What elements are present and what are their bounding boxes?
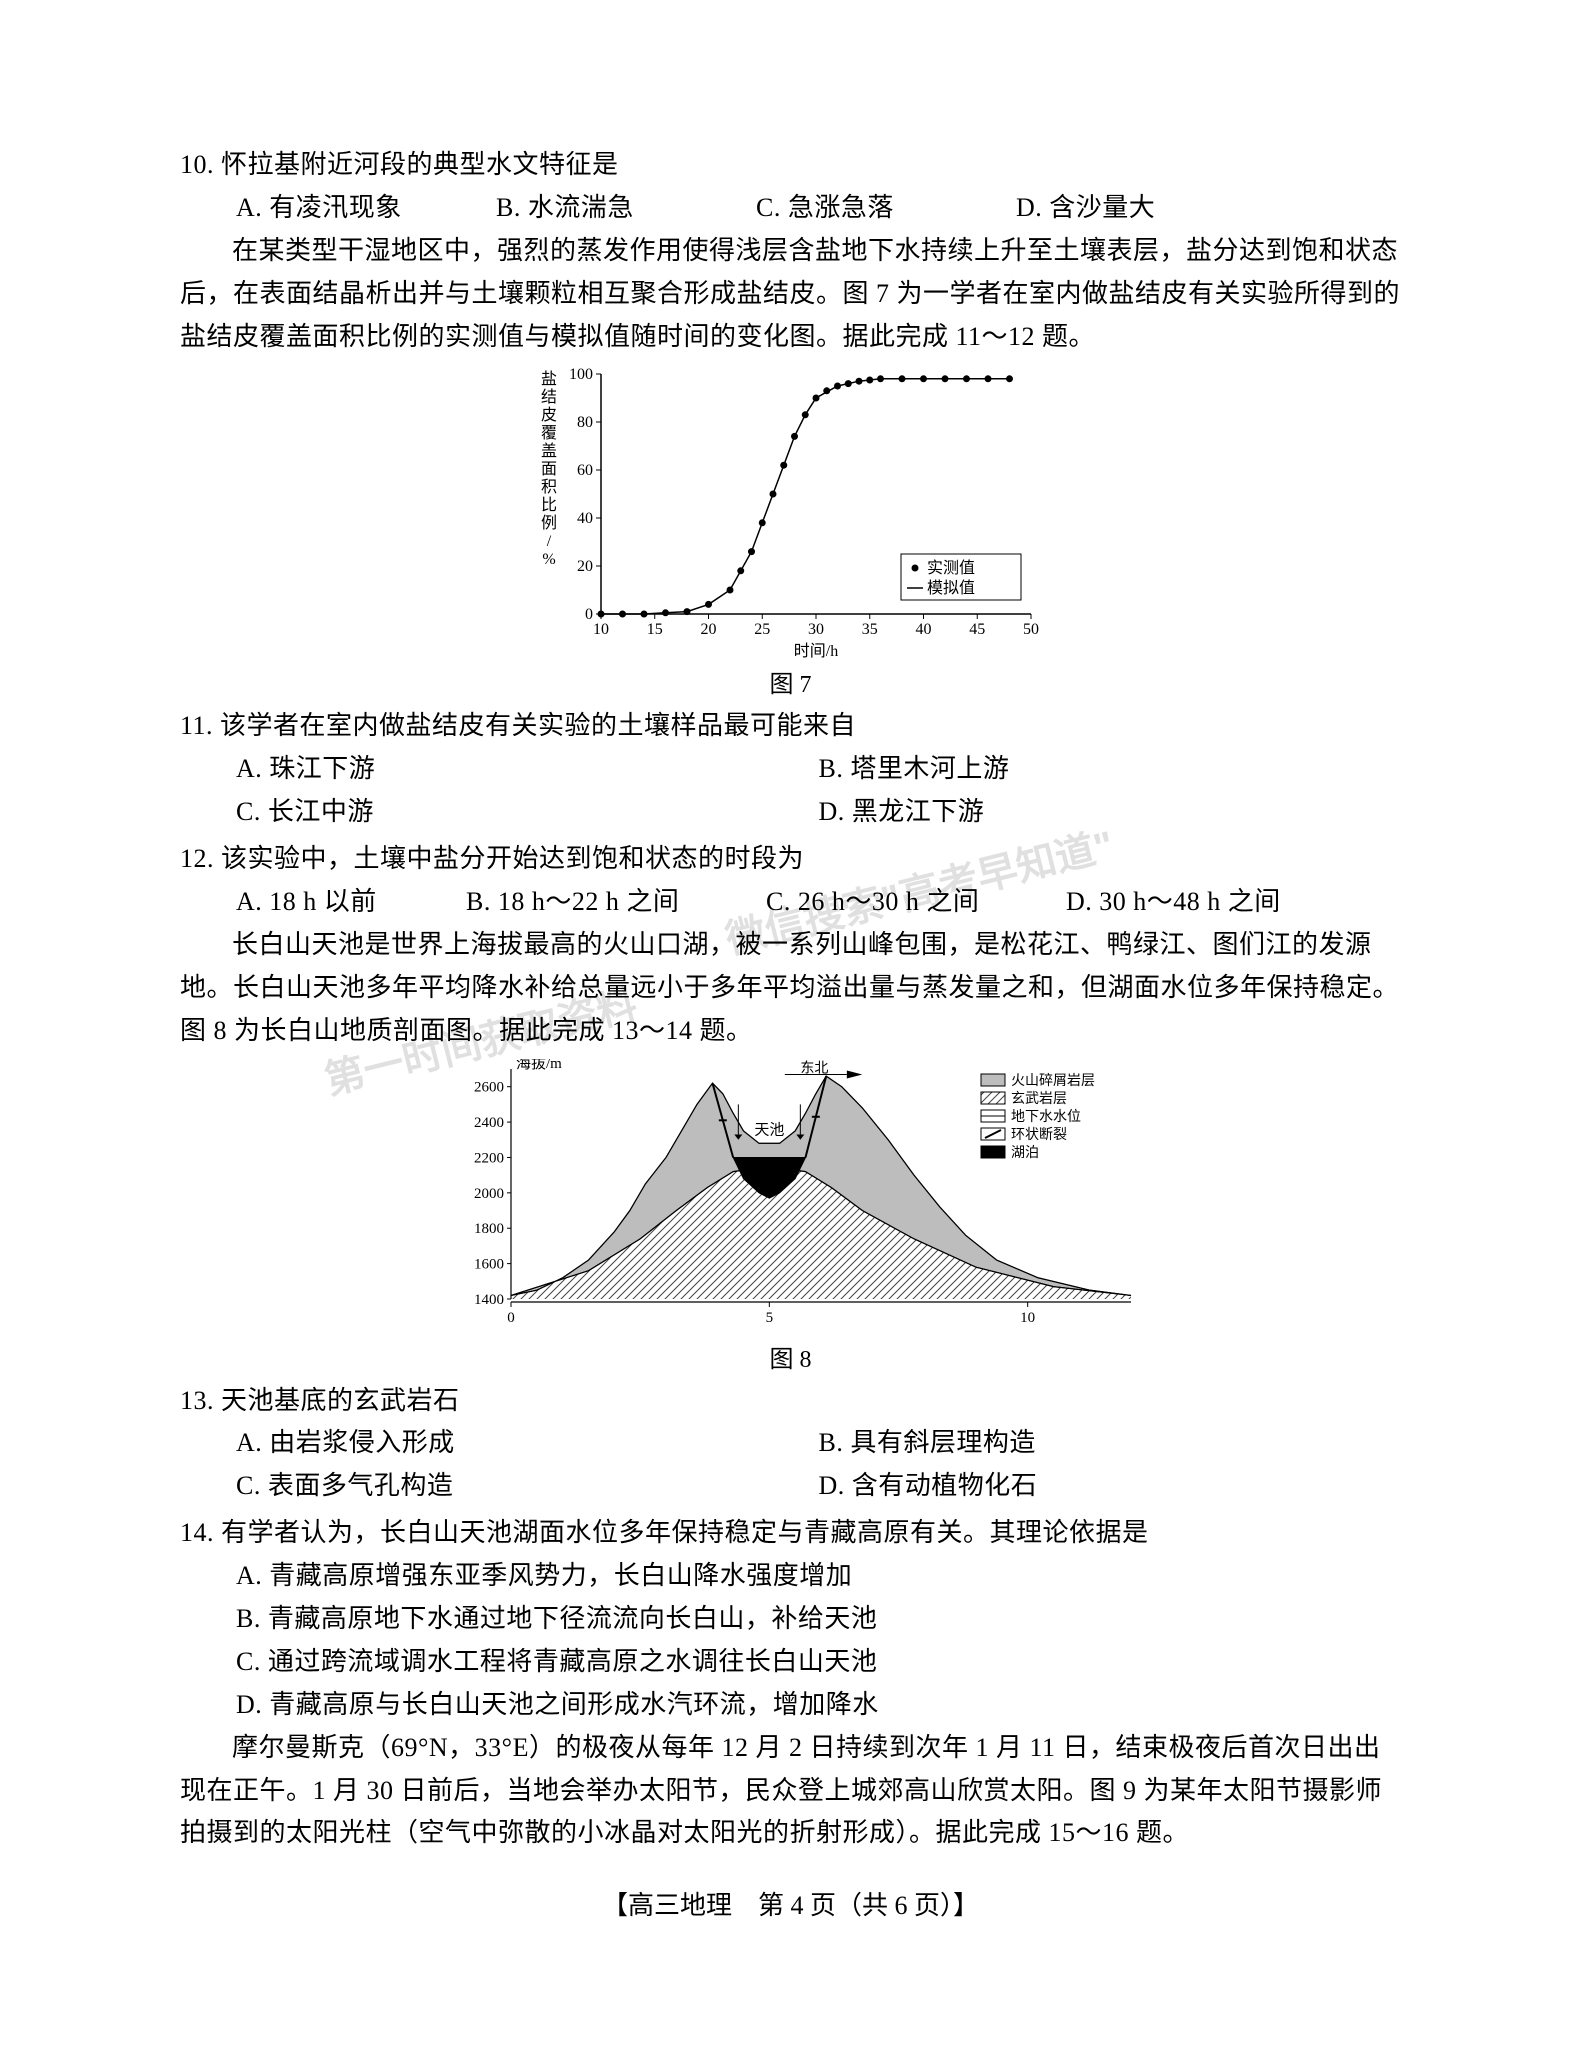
- svg-text:2200: 2200: [474, 1150, 504, 1166]
- svg-text:5: 5: [765, 1310, 773, 1326]
- q13-stem: 13. 天池基底的玄武岩石: [180, 1380, 1401, 1423]
- q13-options: A. 由岩浆侵入形成 B. 具有斜层理构造 C. 表面多气孔构造 D. 含有动植…: [236, 1422, 1401, 1508]
- svg-text:2400: 2400: [474, 1115, 504, 1131]
- q11-optC: C. 长江中游: [236, 791, 819, 834]
- chart7-caption: 图 7: [180, 664, 1401, 699]
- q11-optB: B. 塔里木河上游: [819, 748, 1402, 791]
- svg-text:结: 结: [540, 388, 556, 406]
- svg-text:60: 60: [577, 462, 593, 479]
- q12-stem: 12. 该实验中，土壤中盐分开始达到饱和状态的时段为: [180, 838, 1401, 881]
- chart7-container: 10 15 20 25 30 35 40 45 50 0 20 40 60 80 100 时间/h 盐结皮覆盖面…: [180, 364, 1401, 664]
- svg-text:20: 20: [577, 558, 593, 575]
- q10-stem: 10. 怀拉基附近河段的典型水文特征是: [180, 144, 1401, 187]
- q13-optD: D. 含有动植物化石: [819, 1465, 1402, 1508]
- chart8: 1400160018002000220024002600海拔/m0510水平距离…: [441, 1059, 1141, 1339]
- svg-text:10: 10: [593, 621, 609, 638]
- svg-text:30: 30: [808, 621, 824, 638]
- svg-text:比: 比: [540, 496, 556, 514]
- q11-options: A. 珠江下游 B. 塔里木河上游 C. 长江中游 D. 黑龙江下游: [236, 748, 1401, 834]
- q12-optC: C. 26 h～30 h 之间: [766, 881, 1066, 924]
- q11-optD: D. 黑龙江下游: [819, 791, 1402, 834]
- svg-text:80: 80: [577, 414, 593, 431]
- page-footer: 【高三地理 第 4 页（共 6 页）】: [180, 1885, 1401, 1922]
- passage1: 在某类型干湿地区中，强烈的蒸发作用使得浅层含盐地下水持续上升至土壤表层，盐分达到…: [180, 230, 1401, 359]
- q14-optB: B. 青藏高原地下水通过地下径流流向长白山，补给天池: [236, 1598, 1401, 1641]
- svg-text:实测值: 实测值: [927, 559, 975, 577]
- chart7: 10 15 20 25 30 35 40 45 50 0 20 40 60 80 100 时间/h 盐结皮覆盖面…: [531, 364, 1051, 664]
- svg-text:1600: 1600: [474, 1256, 504, 1272]
- q12-options: A. 18 h 以前 B. 18 h～22 h 之间 C. 26 h～30 h …: [236, 881, 1401, 924]
- svg-text:15: 15: [646, 621, 662, 638]
- svg-text:10: 10: [1020, 1310, 1035, 1326]
- svg-text:例: 例: [540, 514, 556, 532]
- svg-text:%: %: [542, 551, 555, 568]
- q10-optC: C. 急涨急落: [756, 187, 1016, 230]
- svg-text:湖泊: 湖泊: [1011, 1145, 1039, 1161]
- q12-optD: D. 30 h～48 h 之间: [1066, 881, 1346, 924]
- svg-text:覆: 覆: [540, 425, 556, 442]
- q14-optC: C. 通过跨流域调水工程将青藏高原之水调往长白山天池: [236, 1641, 1401, 1684]
- svg-text:盐: 盐: [540, 370, 556, 388]
- q12-optB: B. 18 h～22 h 之间: [466, 881, 766, 924]
- svg-text:0: 0: [585, 606, 593, 623]
- svg-text:1800: 1800: [474, 1221, 504, 1237]
- svg-text:2000: 2000: [474, 1185, 504, 1201]
- svg-text:25: 25: [754, 621, 770, 638]
- passage3: 摩尔曼斯克（69°N，33°E）的极夜从每年 12 月 2 日持续到次年 1 月…: [180, 1727, 1401, 1856]
- svg-text:/: /: [546, 533, 551, 550]
- svg-text:火山碎屑岩层: 火山碎屑岩层: [1011, 1073, 1095, 1089]
- svg-text:积: 积: [540, 478, 556, 496]
- q14-stem: 14. 有学者认为，长白山天池湖面水位多年保持稳定与青藏高原有关。其理论依据是: [180, 1512, 1401, 1555]
- svg-text:海拔/m: 海拔/m: [516, 1059, 562, 1072]
- exam-page: 10. 怀拉基附近河段的典型水文特征是 A. 有凌汛现象 B. 水流湍急 C. …: [0, 0, 1581, 2072]
- q14-options: A. 青藏高原增强东亚季风势力，长白山降水强度增加 B. 青藏高原地下水通过地下…: [236, 1555, 1401, 1727]
- svg-text:1400: 1400: [474, 1292, 504, 1308]
- svg-text:35: 35: [861, 621, 877, 638]
- q10-optB: B. 水流湍急: [496, 187, 756, 230]
- q11-stem: 11. 该学者在室内做盐结皮有关实验的土壤样品最可能来自: [180, 705, 1401, 748]
- q13-optC: C. 表面多气孔构造: [236, 1465, 819, 1508]
- svg-text:0: 0: [507, 1310, 515, 1326]
- q12-optA: A. 18 h 以前: [236, 881, 466, 924]
- q10-optA: A. 有凌汛现象: [236, 187, 496, 230]
- q10-optD: D. 含沙量大: [1016, 187, 1276, 230]
- svg-text:天池: 天池: [754, 1121, 784, 1138]
- q14-optA: A. 青藏高原增强东亚季风势力，长白山降水强度增加: [236, 1555, 1401, 1598]
- svg-text:50: 50: [1023, 621, 1039, 638]
- svg-text:时间/h: 时间/h: [793, 642, 837, 660]
- svg-text:45: 45: [969, 621, 985, 638]
- q11-optA: A. 珠江下游: [236, 748, 819, 791]
- svg-text:40: 40: [577, 510, 593, 527]
- svg-text:模拟值: 模拟值: [927, 579, 975, 597]
- svg-text:100: 100: [569, 366, 593, 383]
- q13-optA: A. 由岩浆侵入形成: [236, 1422, 819, 1465]
- q13-optB: B. 具有斜层理构造: [819, 1422, 1402, 1465]
- svg-text:40: 40: [915, 621, 931, 638]
- svg-text:2600: 2600: [474, 1079, 504, 1095]
- q10-options: A. 有凌汛现象 B. 水流湍急 C. 急涨急落 D. 含沙量大: [236, 187, 1401, 230]
- svg-text:地下水水位: 地下水水位: [1011, 1109, 1081, 1125]
- chart8-caption: 图 8: [180, 1339, 1401, 1374]
- svg-text:皮: 皮: [540, 406, 556, 424]
- svg-text:环状断裂: 环状断裂: [1011, 1127, 1067, 1143]
- q14-optD: D. 青藏高原与长白山天池之间形成水汽环流，增加降水: [236, 1684, 1401, 1727]
- svg-text:盖: 盖: [540, 442, 556, 460]
- svg-text:20: 20: [700, 621, 716, 638]
- svg-text:面: 面: [540, 461, 556, 478]
- chart8-container: 1400160018002000220024002600海拔/m0510水平距离…: [180, 1059, 1401, 1339]
- passage2: 长白山天池是世界上海拔最高的火山口湖，被一系列山峰包围，是松花江、鸭绿江、图们江…: [180, 924, 1401, 1053]
- svg-text:玄武岩层: 玄武岩层: [1011, 1090, 1067, 1107]
